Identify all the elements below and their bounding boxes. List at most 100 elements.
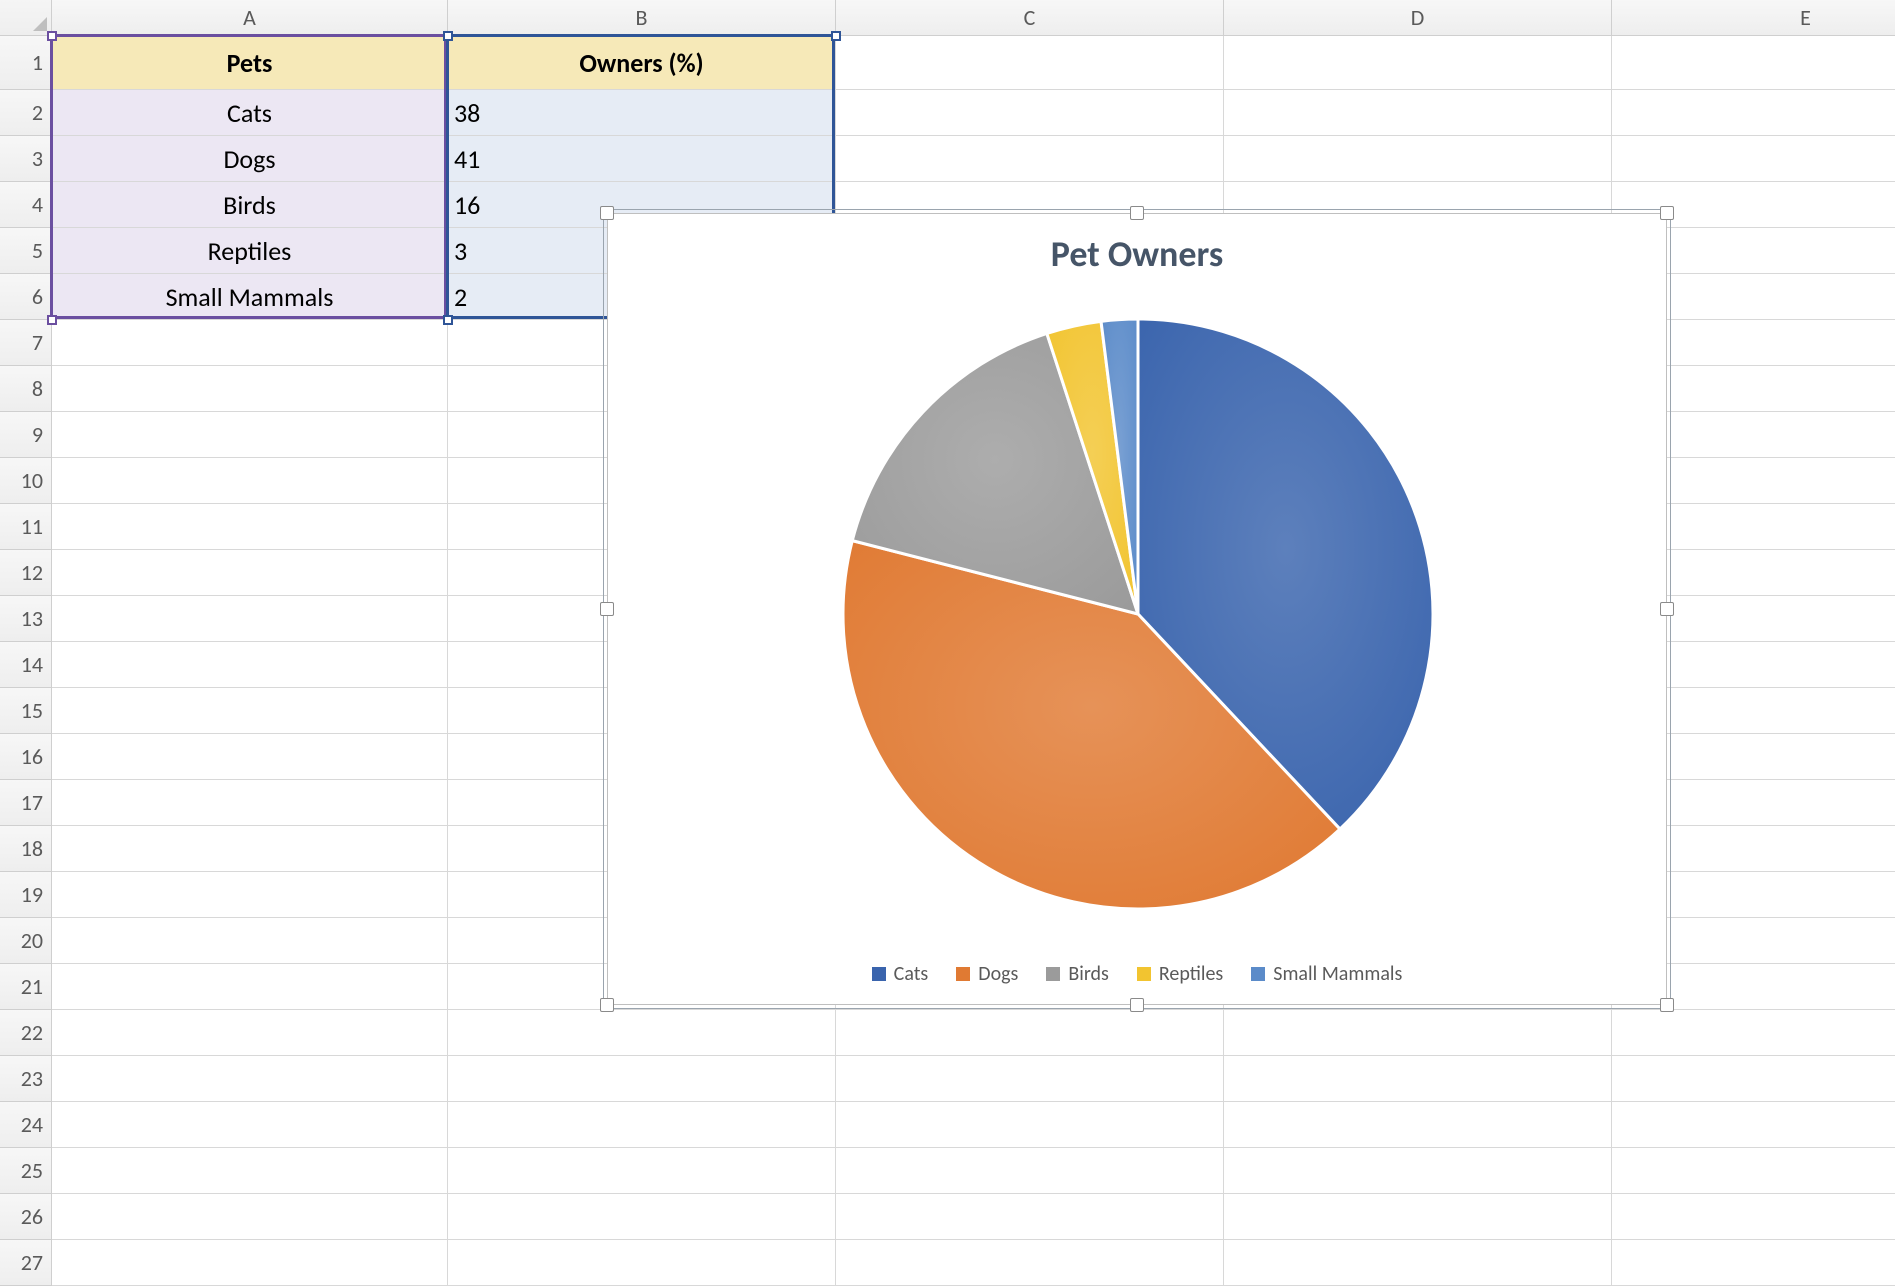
row-header-16[interactable]: 16 [0,734,52,780]
cell-B2[interactable]: 38 [448,90,836,136]
pie-chart[interactable] [608,214,1668,1006]
cell-D24[interactable] [1224,1102,1612,1148]
cell-C24[interactable] [836,1102,1224,1148]
cell-E25[interactable] [1612,1148,1895,1194]
cell-D26[interactable] [1224,1194,1612,1240]
row-header-9[interactable]: 9 [0,412,52,458]
row-header-11[interactable]: 11 [0,504,52,550]
select-all-corner[interactable] [0,0,52,36]
row-header-10[interactable]: 10 [0,458,52,504]
cell-D2[interactable] [1224,90,1612,136]
spreadsheet-area[interactable]: ABCDE12345678910111213141516171819202122… [0,0,1895,1286]
cell-A19[interactable] [52,872,448,918]
cell-C23[interactable] [836,1056,1224,1102]
row-header-25[interactable]: 25 [0,1148,52,1194]
cell-B3[interactable]: 41 [448,136,836,182]
cell-E26[interactable] [1612,1194,1895,1240]
cell-E2[interactable] [1612,90,1895,136]
cell-B22[interactable] [448,1010,836,1056]
row-header-7[interactable]: 7 [0,320,52,366]
cell-A8[interactable] [52,366,448,412]
row-header-15[interactable]: 15 [0,688,52,734]
row-header-8[interactable]: 8 [0,366,52,412]
legend-item-small-mammals[interactable]: Small Mammals [1251,962,1402,986]
cell-E1[interactable] [1612,36,1895,90]
cell-A1[interactable]: Pets [52,36,448,90]
row-header-2[interactable]: 2 [0,90,52,136]
cell-D23[interactable] [1224,1056,1612,1102]
cell-B1[interactable]: Owners (%) [448,36,836,90]
column-header-A[interactable]: A [52,0,448,36]
cell-C25[interactable] [836,1148,1224,1194]
cell-A14[interactable] [52,642,448,688]
row-header-3[interactable]: 3 [0,136,52,182]
cell-A3[interactable]: Dogs [52,136,448,182]
row-header-21[interactable]: 21 [0,964,52,1010]
cell-A26[interactable] [52,1194,448,1240]
cell-C2[interactable] [836,90,1224,136]
cell-A15[interactable] [52,688,448,734]
cell-A27[interactable] [52,1240,448,1286]
row-header-14[interactable]: 14 [0,642,52,688]
chart-legend[interactable]: Cats Dogs Birds Reptiles Small Mammals [608,962,1666,986]
cell-E24[interactable] [1612,1102,1895,1148]
cell-B27[interactable] [448,1240,836,1286]
cell-A10[interactable] [52,458,448,504]
cell-E23[interactable] [1612,1056,1895,1102]
cell-A23[interactable] [52,1056,448,1102]
cell-C3[interactable] [836,136,1224,182]
cell-E3[interactable] [1612,136,1895,182]
cell-D27[interactable] [1224,1240,1612,1286]
legend-item-dogs[interactable]: Dogs [956,962,1018,986]
cell-C22[interactable] [836,1010,1224,1056]
column-header-D[interactable]: D [1224,0,1612,36]
cell-B23[interactable] [448,1056,836,1102]
cell-A21[interactable] [52,964,448,1010]
column-header-B[interactable]: B [448,0,836,36]
legend-item-reptiles[interactable]: Reptiles [1137,962,1223,986]
cell-C26[interactable] [836,1194,1224,1240]
row-header-26[interactable]: 26 [0,1194,52,1240]
legend-item-cats[interactable]: Cats [872,962,929,986]
chart-object[interactable]: Pet OwnersCatsDogsBirdsReptilesSmall Mam… [607,213,1667,1005]
cell-E27[interactable] [1612,1240,1895,1286]
row-header-22[interactable]: 22 [0,1010,52,1056]
row-header-12[interactable]: 12 [0,550,52,596]
row-header-27[interactable]: 27 [0,1240,52,1286]
column-header-E[interactable]: E [1612,0,1895,36]
cell-C27[interactable] [836,1240,1224,1286]
cell-A11[interactable] [52,504,448,550]
row-header-18[interactable]: 18 [0,826,52,872]
row-header-20[interactable]: 20 [0,918,52,964]
row-header-19[interactable]: 19 [0,872,52,918]
row-header-6[interactable]: 6 [0,274,52,320]
cell-A2[interactable]: Cats [52,90,448,136]
cell-A20[interactable] [52,918,448,964]
cell-A24[interactable] [52,1102,448,1148]
cell-A17[interactable] [52,780,448,826]
row-header-23[interactable]: 23 [0,1056,52,1102]
row-header-24[interactable]: 24 [0,1102,52,1148]
cell-B26[interactable] [448,1194,836,1240]
cell-A22[interactable] [52,1010,448,1056]
column-header-C[interactable]: C [836,0,1224,36]
cell-D3[interactable] [1224,136,1612,182]
cell-A12[interactable] [52,550,448,596]
cell-B24[interactable] [448,1102,836,1148]
cell-A13[interactable] [52,596,448,642]
cell-B25[interactable] [448,1148,836,1194]
row-header-17[interactable]: 17 [0,780,52,826]
cell-A4[interactable]: Birds [52,182,448,228]
row-header-5[interactable]: 5 [0,228,52,274]
cell-D25[interactable] [1224,1148,1612,1194]
cell-A9[interactable] [52,412,448,458]
cell-E22[interactable] [1612,1010,1895,1056]
legend-item-birds[interactable]: Birds [1046,962,1109,986]
row-header-4[interactable]: 4 [0,182,52,228]
cell-D22[interactable] [1224,1010,1612,1056]
cell-A6[interactable]: Small Mammals [52,274,448,320]
row-header-13[interactable]: 13 [0,596,52,642]
cell-A7[interactable] [52,320,448,366]
cell-A18[interactable] [52,826,448,872]
cell-A5[interactable]: Reptiles [52,228,448,274]
